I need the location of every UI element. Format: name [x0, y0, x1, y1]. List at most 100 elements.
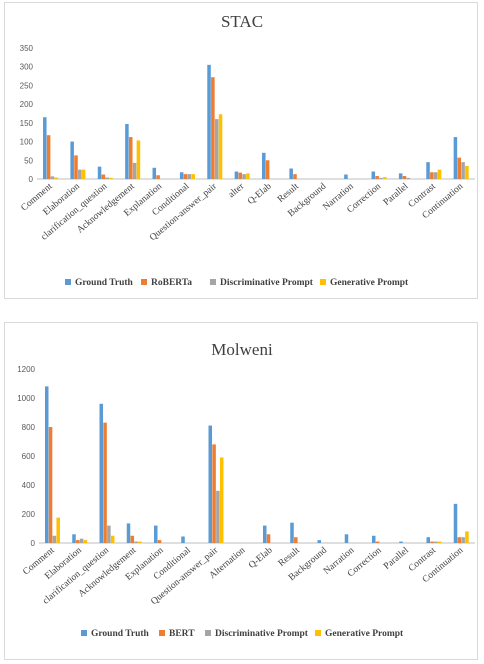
molweni-bar	[430, 541, 434, 543]
stac-bar	[289, 168, 293, 179]
molweni-legend-swatch	[205, 630, 211, 636]
stac-bar-chart: STAC050100150200250300350CommentElaborat…	[19, 12, 475, 288]
molweni-bar	[79, 538, 84, 543]
stac-bar	[46, 135, 51, 179]
molweni-chart-panel: Molweni 0 200 400 600 800 1000 1200 Comment Elabo…	[4, 322, 478, 660]
molweni-bar	[153, 525, 158, 543]
stac-bar	[218, 114, 223, 179]
stac-bar	[81, 169, 86, 179]
molweni-bar	[56, 517, 60, 543]
molweni-bar	[371, 535, 376, 543]
stac-category-label: Q-Elab	[246, 181, 274, 206]
molweni-bar	[461, 537, 465, 543]
stac-bar	[125, 123, 129, 179]
molweni-legend-label: Discriminative Prompt	[215, 629, 309, 639]
molweni-bar	[266, 534, 271, 543]
molweni-bar	[76, 540, 80, 543]
stac-bar	[70, 141, 74, 179]
stac-legend-label: Discriminative Prompt	[220, 278, 314, 288]
molweni-bar	[52, 535, 57, 543]
molweni-bar	[465, 531, 469, 543]
stac-bar	[179, 172, 184, 179]
molweni-bar	[134, 541, 138, 543]
stac-bar	[101, 174, 106, 179]
stac-bar	[136, 140, 141, 179]
stac-bar	[54, 177, 59, 179]
molweni-legend-label: Ground Truth	[91, 629, 150, 639]
molweni-bar	[434, 541, 438, 543]
stac-y-tick-label: 100	[20, 138, 34, 147]
molweni-y-tick-label: 1000	[17, 394, 35, 403]
molweni-legend-swatch	[315, 630, 321, 636]
stac-bar	[398, 173, 403, 179]
molweni-bar	[208, 425, 213, 543]
molweni-bar	[83, 540, 88, 543]
stac-bar	[109, 177, 113, 179]
molweni-bar	[44, 386, 49, 543]
molweni-category-label: Parallel	[382, 545, 411, 572]
stac-bar	[246, 173, 250, 179]
molweni-bar	[290, 522, 294, 543]
stac-bar	[383, 177, 387, 179]
stac-bar	[207, 64, 211, 179]
stac-bar	[262, 152, 266, 179]
molweni-bar	[294, 537, 298, 543]
stac-legend-label: Ground Truth	[75, 278, 134, 288]
stac-legend-label: Generative Prompt	[330, 278, 409, 288]
stac-legend-swatch	[141, 279, 147, 285]
molweni-y-tick-label: 800	[22, 423, 36, 432]
stac-bar	[426, 162, 430, 179]
stac-legend-swatch	[65, 279, 71, 285]
stac-bar	[132, 162, 137, 179]
molweni-bar	[110, 535, 115, 543]
stac-legend-swatch	[210, 279, 216, 285]
molweni-bar	[181, 536, 185, 543]
molweni-bar	[99, 403, 104, 543]
stac-y-tick-label: 0	[29, 175, 34, 184]
stac-chart-panel: STAC 0 50 100 150 200 250 300 350 Comment Elaborat…	[4, 2, 478, 299]
molweni-y-tick-label: 1200	[17, 365, 35, 374]
stac-chart-title: STAC	[221, 12, 263, 31]
stac-bar	[234, 171, 239, 179]
stac-bar	[406, 177, 411, 179]
stac-bar	[50, 176, 55, 179]
stac-bar	[187, 174, 192, 179]
stac-bar	[465, 165, 469, 179]
molweni-bar	[72, 534, 76, 543]
molweni-bar	[426, 537, 431, 543]
stac-bar	[152, 167, 157, 179]
stac-bar	[457, 157, 462, 179]
stac-y-tick-label: 200	[20, 100, 34, 109]
molweni-bar	[437, 541, 442, 543]
stac-bar	[128, 137, 133, 179]
stac-y-tick-label: 50	[24, 156, 33, 165]
stac-bar	[433, 172, 438, 179]
molweni-bar	[107, 525, 111, 543]
stac-bar	[375, 176, 379, 179]
stac-bar	[105, 177, 109, 179]
stac-bar	[379, 177, 383, 179]
stac-bar	[183, 174, 188, 179]
molweni-y-tick-label: 0	[31, 539, 36, 548]
stac-bar	[242, 174, 246, 179]
stac-y-tick-label: 150	[20, 119, 34, 128]
stac-bar	[78, 169, 82, 179]
stac-bar	[191, 174, 195, 179]
molweni-y-tick-label: 200	[22, 510, 36, 519]
molweni-bar	[375, 541, 380, 543]
molweni-bar	[130, 535, 135, 543]
molweni-y-tick-label: 400	[22, 481, 36, 490]
stac-bar	[214, 119, 219, 179]
stac-legend-swatch	[320, 279, 326, 285]
molweni-bar	[126, 523, 131, 543]
stac-y-tick-label: 350	[20, 44, 34, 53]
stac-bar	[265, 160, 270, 179]
stac-y-tick-label: 300	[20, 63, 34, 72]
molweni-bar	[262, 525, 267, 543]
stac-bar	[293, 174, 297, 179]
stac-bar	[43, 117, 47, 179]
stac-y-tick-label: 250	[20, 81, 34, 90]
stac-bar	[461, 162, 465, 179]
molweni-bar	[399, 541, 403, 543]
molweni-bar	[317, 540, 322, 543]
